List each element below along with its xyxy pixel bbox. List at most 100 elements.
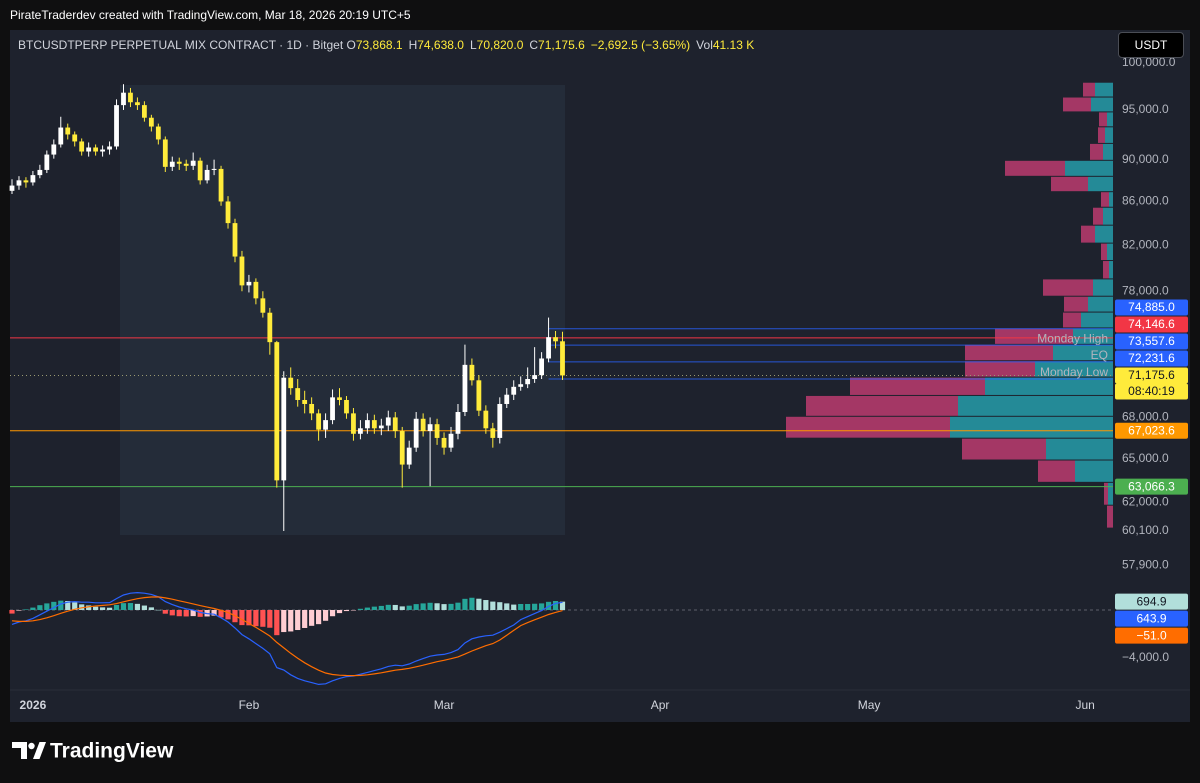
candle-body — [476, 380, 482, 411]
candle-body — [392, 417, 398, 432]
series-tag: 643.9 — [1136, 611, 1166, 625]
candle-body — [16, 180, 22, 186]
candle-body — [211, 168, 217, 170]
candle-body — [427, 424, 433, 432]
level-tag-bg — [1115, 333, 1188, 350]
countdown: 08:40:19 — [1128, 384, 1175, 398]
histogram-bar — [462, 598, 468, 610]
histogram-bar — [281, 609, 287, 633]
candle-body — [344, 399, 349, 414]
level-tag: 72,231.6 — [1128, 351, 1175, 365]
candle-body — [58, 127, 64, 145]
profile-down — [806, 395, 958, 416]
profile-up — [985, 377, 1113, 395]
y-tick-label: 62,000.0 — [1122, 495, 1169, 509]
profile-down — [1093, 207, 1103, 225]
candle-body — [107, 146, 112, 150]
profile-up — [1109, 261, 1113, 279]
profile-up — [1095, 82, 1113, 97]
histogram-bar — [490, 601, 496, 610]
candle-body — [518, 384, 524, 387]
candle-body — [469, 364, 475, 381]
logo-slash — [33, 742, 46, 759]
candle-body — [385, 417, 391, 426]
profile-down — [1104, 482, 1108, 505]
y-tick-label: 90,000.0 — [1122, 152, 1169, 166]
histogram-bar — [476, 598, 482, 610]
histogram-bar — [511, 604, 517, 610]
profile-down — [962, 438, 1046, 460]
profile-up — [1109, 192, 1113, 207]
candle-body — [441, 437, 447, 448]
axes: 2026 Feb Mar Apr May Jun 100,000.0 95,000.0 90,0… — [20, 55, 1176, 712]
profile-down — [1043, 279, 1093, 296]
candle-body — [100, 149, 105, 152]
profile-up — [1093, 279, 1113, 296]
histogram-tag-bg — [1115, 593, 1188, 610]
candle-body — [462, 364, 468, 413]
candle-body — [288, 377, 294, 389]
profile-up — [1073, 328, 1113, 344]
candle-body — [337, 397, 342, 400]
histogram-bar — [44, 603, 50, 610]
histogram-bar — [399, 606, 405, 610]
candle-body — [72, 134, 78, 142]
profile-up — [1091, 97, 1113, 112]
series-tag: −51.0 — [1136, 628, 1167, 642]
histogram-bar — [434, 603, 440, 610]
candle-body — [260, 298, 266, 313]
profile-up — [1075, 460, 1113, 482]
histogram-bar — [455, 602, 461, 610]
candle-body — [204, 169, 210, 181]
histogram-bar — [16, 609, 22, 611]
x-tick-label: Mar — [434, 698, 455, 712]
y-tick-label: 65,000.0 — [1122, 451, 1169, 465]
histogram-bar — [23, 609, 29, 610]
histogram-bar — [253, 609, 259, 627]
logo: TradingView — [12, 740, 174, 763]
level-tag-bg — [1115, 478, 1188, 495]
profile-down — [1005, 160, 1065, 176]
y-tick-label: 86,000.0 — [1122, 194, 1169, 208]
change: −2,692.5 (−3.65%) — [590, 38, 691, 52]
candle-body — [358, 428, 363, 434]
profile-down — [1063, 312, 1081, 328]
histogram-bar — [525, 603, 531, 610]
histogram-bar — [448, 603, 454, 610]
y-tick-label: 57,900.0 — [1122, 557, 1169, 571]
candle-body — [434, 424, 440, 438]
legend: BTCUSDTPERP PERPETUAL MIX CONTRACT · 1D … — [18, 38, 760, 52]
candle-body — [546, 337, 551, 359]
histogram-bar — [246, 609, 252, 626]
profile-up — [1088, 296, 1113, 312]
profile-up — [1108, 482, 1113, 505]
candle-body — [532, 375, 538, 380]
histogram-bar — [518, 603, 524, 610]
histogram-bar — [441, 604, 447, 610]
histogram-bar — [406, 605, 412, 610]
candle-body — [316, 413, 322, 430]
histogram-bar — [504, 603, 510, 610]
candle-body — [169, 161, 175, 167]
candle-body — [162, 139, 168, 167]
level-tag-bg — [1115, 350, 1188, 367]
last-price-tag-bg — [1115, 367, 1188, 384]
histogram-bar — [364, 607, 370, 610]
currency-button[interactable]: USDT — [1118, 32, 1184, 58]
candle-body — [364, 420, 370, 429]
profile-up — [1088, 176, 1113, 192]
histogram-bar — [72, 602, 78, 610]
x-tick-label: Feb — [239, 698, 260, 712]
x-tick-label: Jun — [1075, 698, 1094, 712]
candle-body — [225, 201, 231, 224]
candle-body — [253, 281, 259, 299]
histogram-bar — [113, 604, 120, 610]
x-tick-label: 2026 — [20, 698, 47, 712]
logo-mark — [12, 742, 27, 759]
profile-up — [1046, 438, 1113, 460]
candle-body — [560, 341, 565, 376]
candle-body — [399, 431, 405, 465]
profile-down — [1107, 505, 1113, 528]
histogram-bar — [148, 607, 154, 610]
